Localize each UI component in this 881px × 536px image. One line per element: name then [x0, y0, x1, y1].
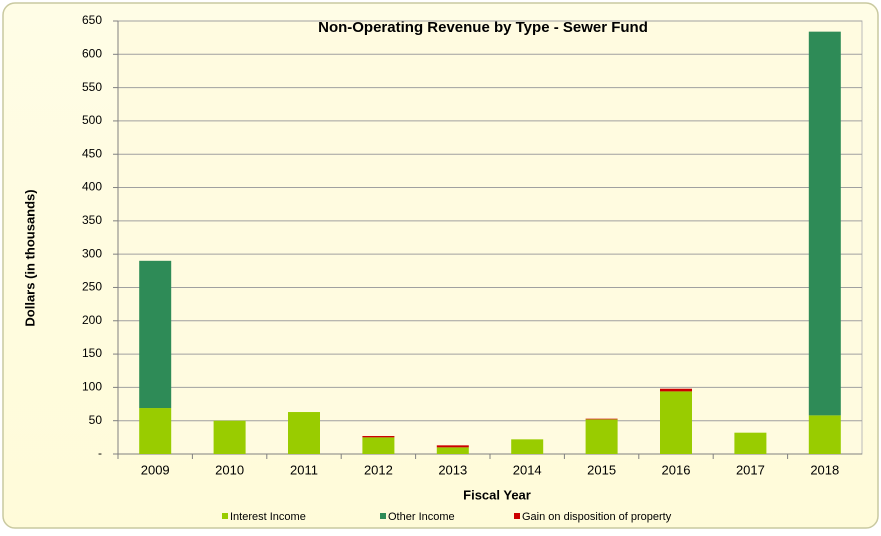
bar-segment [585, 418, 618, 420]
x-tick-label: 2016 [662, 462, 691, 477]
legend-swatch [514, 513, 520, 519]
x-tick-label: 2009 [141, 462, 170, 477]
bar-segment [734, 432, 767, 454]
y-axis-label: Dollars (in thousands) [22, 189, 37, 326]
chart-title: Non-Operating Revenue by Type - Sewer Fu… [318, 19, 648, 36]
y-tick-label: 50 [89, 413, 103, 427]
y-tick-label: 450 [82, 146, 102, 160]
x-tick-label: 2015 [587, 462, 616, 477]
y-tick-label: 150 [82, 346, 102, 360]
y-tick-label: 300 [82, 246, 102, 260]
y-tick-label: 100 [82, 380, 102, 394]
x-axis-label: Fiscal Year [463, 487, 531, 502]
bar-segment [362, 437, 395, 454]
x-tick-label: 2012 [364, 462, 393, 477]
bar-segment [436, 447, 469, 454]
legend-label: Interest Income [230, 511, 306, 523]
y-tick-label: 650 [82, 13, 102, 27]
x-tick-label: 2014 [513, 462, 542, 477]
bar-segment [213, 420, 246, 454]
bar-segment [436, 445, 469, 448]
bar-segment [288, 412, 320, 454]
y-tick-label: 200 [82, 313, 102, 327]
legend-swatch [380, 513, 386, 519]
bar-segment [585, 419, 618, 454]
x-tick-label: 2017 [736, 462, 765, 477]
legend-swatch [222, 513, 228, 519]
bar-segment [808, 415, 841, 454]
bar-segment [139, 408, 172, 454]
bar-segment [660, 391, 692, 454]
plot-area [117, 20, 863, 455]
y-tick-label: 600 [82, 46, 102, 60]
y-tick-label: - [98, 446, 102, 460]
x-tick-label: 2013 [438, 462, 467, 477]
y-tick-label: 250 [82, 280, 102, 294]
legend-label: Other Income [388, 511, 455, 523]
bar-segment [511, 439, 544, 454]
bar-segment [139, 260, 172, 409]
legend-label: Gain on disposition of property [522, 511, 672, 523]
y-tick-label: 400 [82, 180, 102, 194]
bar-segment [362, 436, 395, 438]
bar-segment [808, 31, 841, 416]
bar-segment [660, 388, 692, 392]
x-tick-label: 2011 [290, 462, 318, 477]
y-tick-label: 550 [82, 80, 102, 94]
x-tick-label: 2010 [215, 462, 244, 477]
x-tick-label: 2018 [810, 462, 839, 477]
y-tick-label: 350 [82, 213, 102, 227]
y-tick-label: 500 [82, 113, 102, 127]
